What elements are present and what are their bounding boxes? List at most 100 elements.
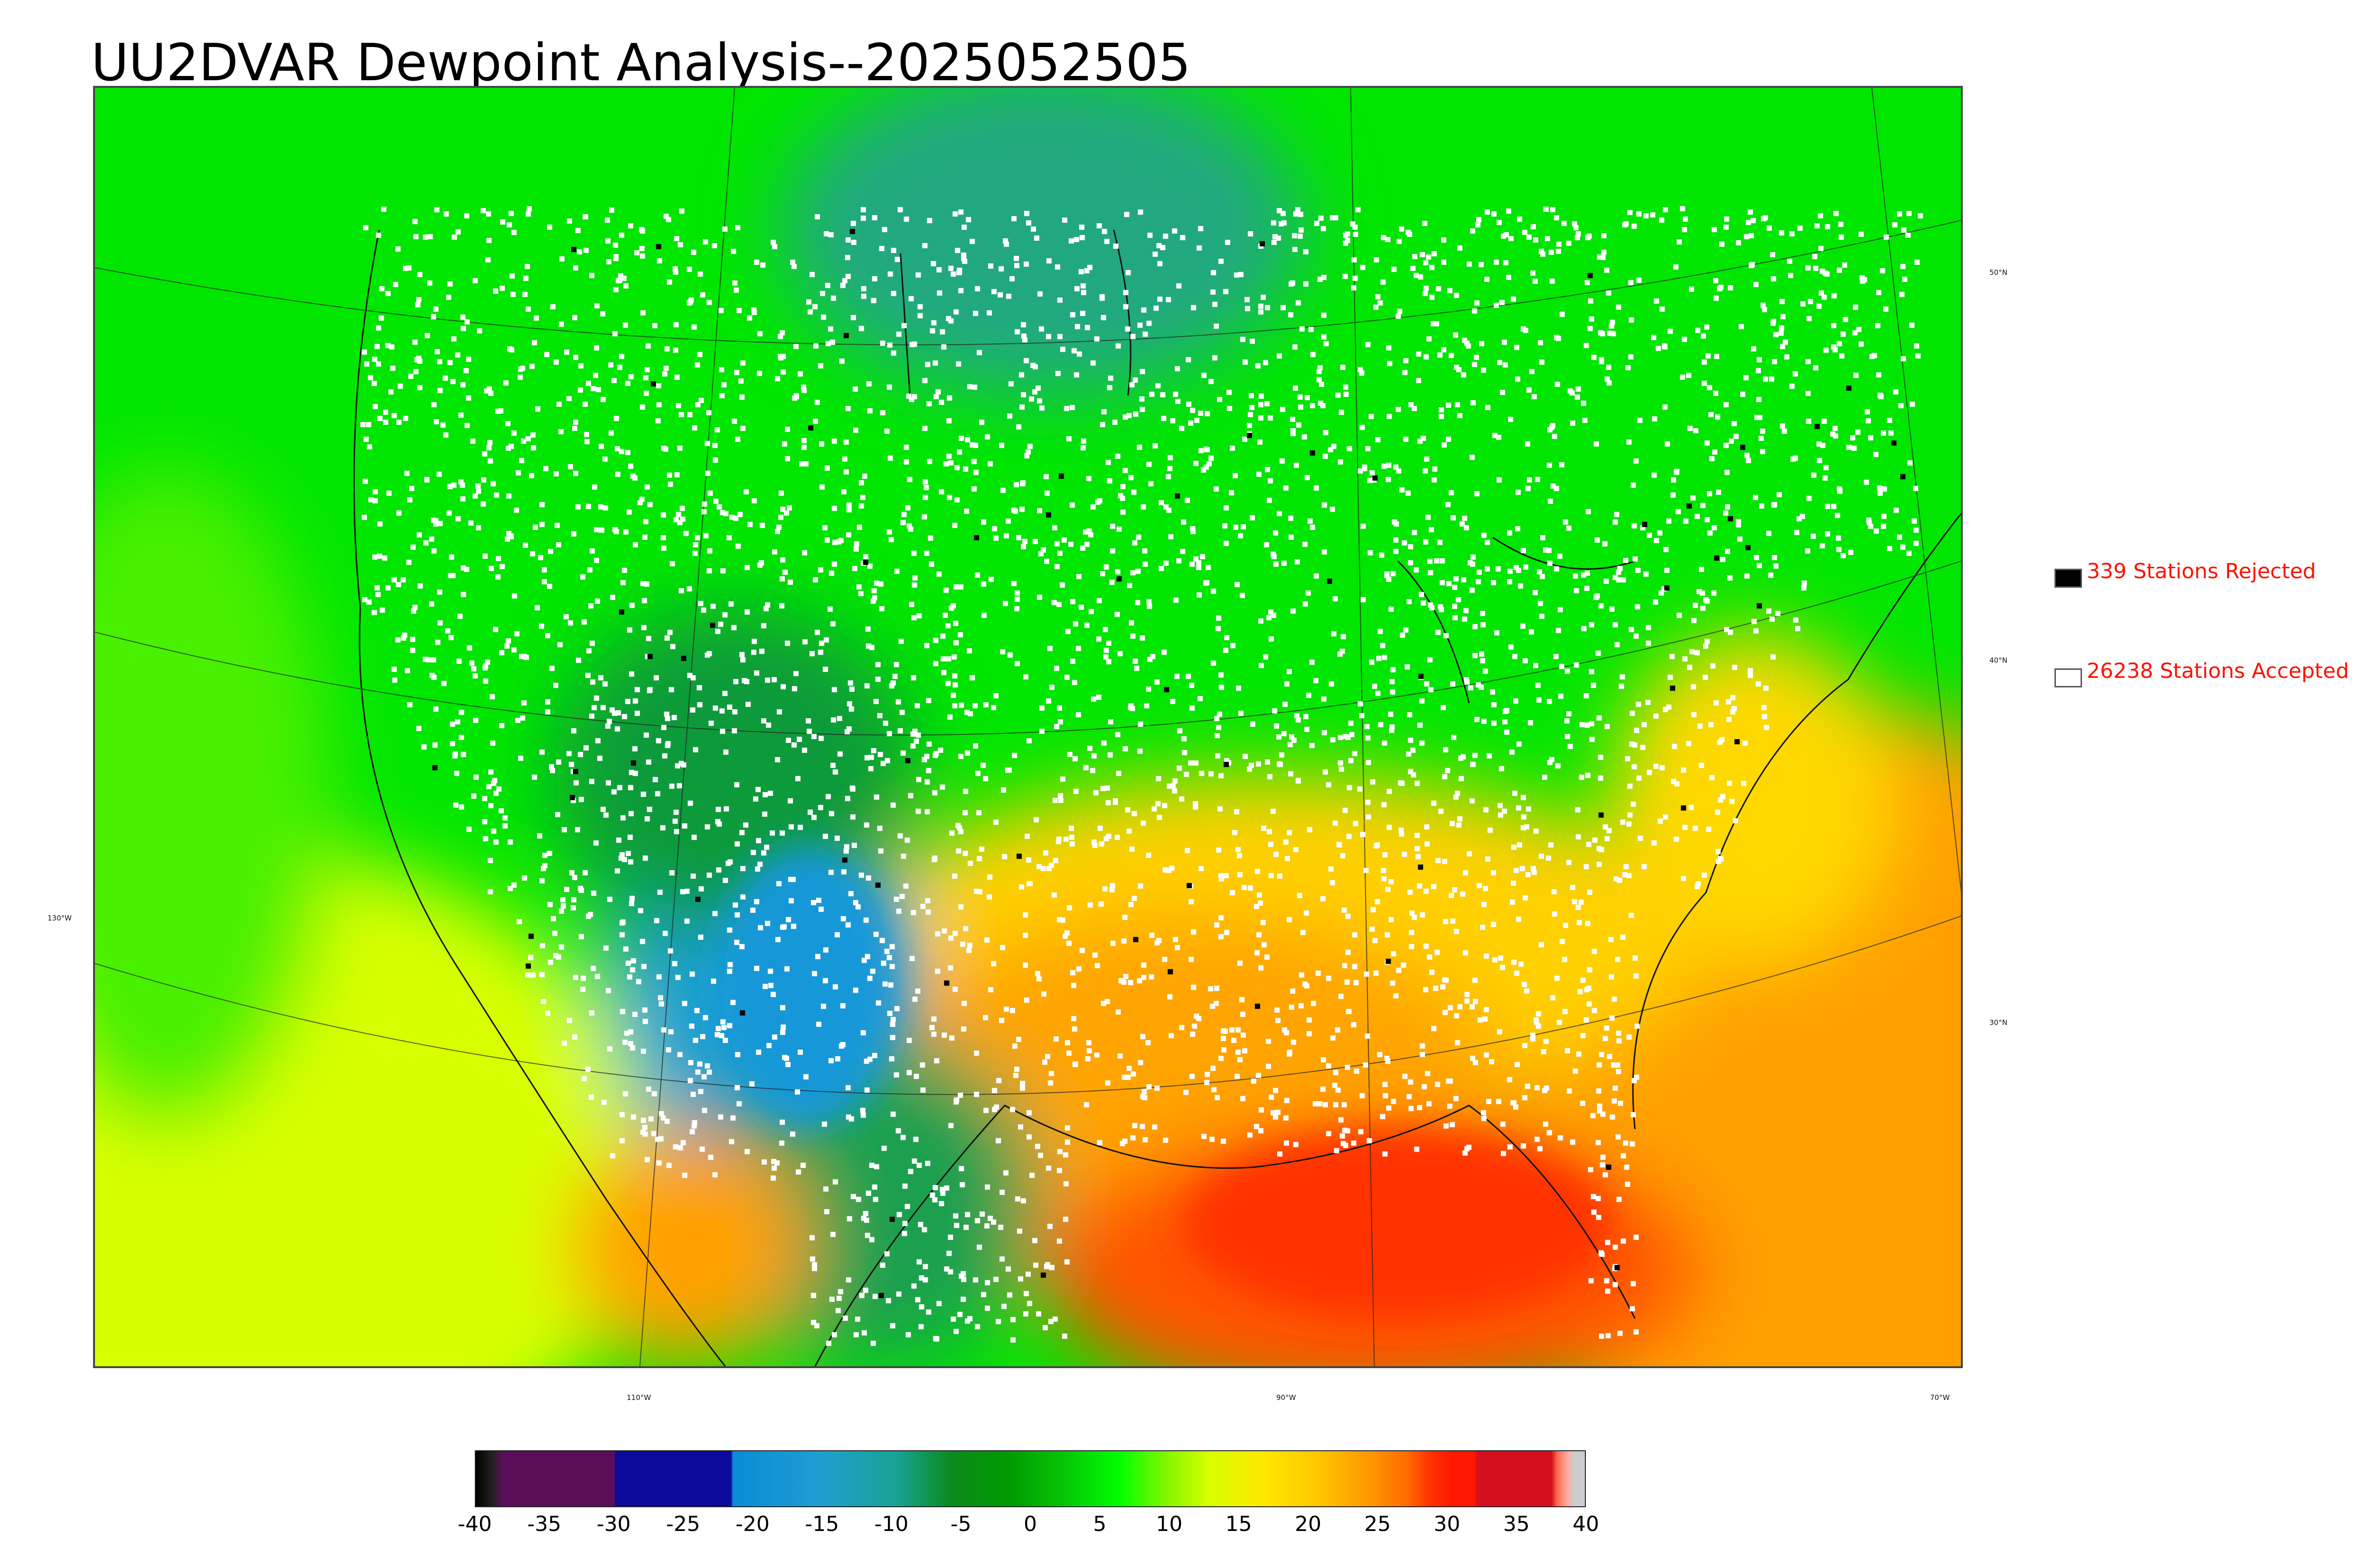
station-marker: [571, 897, 576, 902]
station-marker: [1126, 1065, 1132, 1071]
station-marker: [666, 1163, 672, 1168]
station-marker: [1449, 490, 1454, 496]
station-marker: [1628, 354, 1634, 360]
station-marker: [1321, 696, 1327, 702]
station-marker: [1893, 389, 1899, 395]
station-marker: [1332, 596, 1338, 601]
station-marker: [920, 903, 926, 909]
station-marker: [1464, 998, 1470, 1004]
station-marker: [1814, 223, 1820, 229]
station-marker: [1636, 702, 1641, 707]
station-marker: [1021, 392, 1027, 398]
station-marker: [925, 362, 931, 367]
station-marker: [1630, 482, 1636, 488]
station-marker: [1693, 428, 1699, 433]
station-marker: [735, 1052, 741, 1057]
station-marker: [1262, 360, 1268, 366]
station-marker: [1362, 464, 1367, 470]
station-marker: [1795, 626, 1800, 631]
station-marker: [1023, 1311, 1028, 1317]
station-marker: [1913, 541, 1919, 546]
station-marker: [951, 271, 956, 277]
station-marker: [657, 889, 663, 895]
station-marker: [1796, 516, 1802, 522]
dewpoint-map[interactable]: [93, 86, 1963, 1368]
station-marker: [1533, 663, 1538, 668]
station-marker: [1197, 696, 1203, 702]
station-marker: [1446, 436, 1451, 442]
station-marker: [1224, 505, 1229, 511]
station-marker: [1832, 347, 1838, 353]
station-marker: [1293, 462, 1299, 468]
station-marker: [1474, 491, 1480, 497]
station-marker: [589, 548, 595, 554]
station-marker: [613, 415, 619, 421]
station-marker: [1318, 216, 1324, 221]
station-marker: [1172, 788, 1178, 794]
station-marker: [772, 677, 777, 683]
station-marker: [1423, 987, 1429, 993]
station-marker: [807, 309, 813, 315]
station-marker: [858, 503, 864, 509]
station-marker: [581, 1076, 587, 1081]
station-marker: [965, 437, 970, 442]
station-marker: [1523, 328, 1528, 333]
station-marker: [1773, 332, 1779, 338]
station-marker: [1343, 392, 1349, 397]
station-marker: [1062, 933, 1068, 939]
station-marker: [1874, 528, 1879, 534]
station-marker: [640, 1129, 646, 1135]
station-marker: [388, 389, 394, 395]
station-marker: [1524, 988, 1529, 994]
station-marker: [1086, 476, 1092, 481]
station-marker: [654, 918, 659, 923]
station-marker: [1396, 468, 1402, 474]
station-marker: [432, 742, 438, 748]
station-marker: [942, 612, 948, 618]
station-marker: [1601, 249, 1607, 255]
station-marker: [1525, 872, 1531, 878]
station-marker: [1604, 376, 1610, 382]
station-marker: [1651, 472, 1657, 478]
station-marker: [676, 512, 681, 517]
station-marker: [677, 445, 683, 451]
station-marker: [1780, 423, 1785, 429]
station-marker: [1753, 628, 1759, 634]
lat-label-30: 30°N: [1989, 1018, 2007, 1027]
station-marker: [1222, 523, 1228, 529]
station-marker: [431, 657, 436, 663]
station-marker: [1175, 493, 1180, 499]
station-marker: [533, 525, 538, 530]
station-marker: [878, 848, 884, 854]
station-marker: [1240, 1096, 1246, 1101]
station-marker: [1337, 651, 1343, 657]
station-marker: [642, 855, 648, 861]
station-marker: [687, 412, 693, 417]
station-marker: [460, 382, 466, 388]
station-marker: [947, 495, 952, 500]
station-marker: [643, 391, 649, 396]
station-marker: [1545, 236, 1550, 242]
station-marker: [1716, 489, 1722, 495]
station-marker: [1480, 924, 1486, 930]
station-marker: [1287, 742, 1293, 747]
station-marker: [1423, 260, 1429, 265]
station-marker: [1450, 821, 1455, 826]
station-marker: [991, 289, 997, 294]
station-marker: [1614, 1265, 1620, 1270]
station-marker: [1424, 456, 1430, 462]
station-marker: [1630, 1141, 1635, 1147]
station-marker: [794, 1089, 800, 1095]
station-marker: [785, 1061, 791, 1067]
station-marker: [1456, 822, 1462, 828]
station-marker: [967, 384, 973, 390]
station-marker: [1717, 739, 1723, 745]
station-marker: [1241, 524, 1246, 530]
station-marker: [466, 357, 471, 362]
station-marker: [740, 894, 746, 900]
station-marker: [1141, 975, 1147, 980]
station-marker: [1100, 422, 1105, 427]
station-marker: [1242, 885, 1247, 890]
station-marker: [1875, 323, 1881, 329]
station-marker: [1306, 1017, 1312, 1023]
